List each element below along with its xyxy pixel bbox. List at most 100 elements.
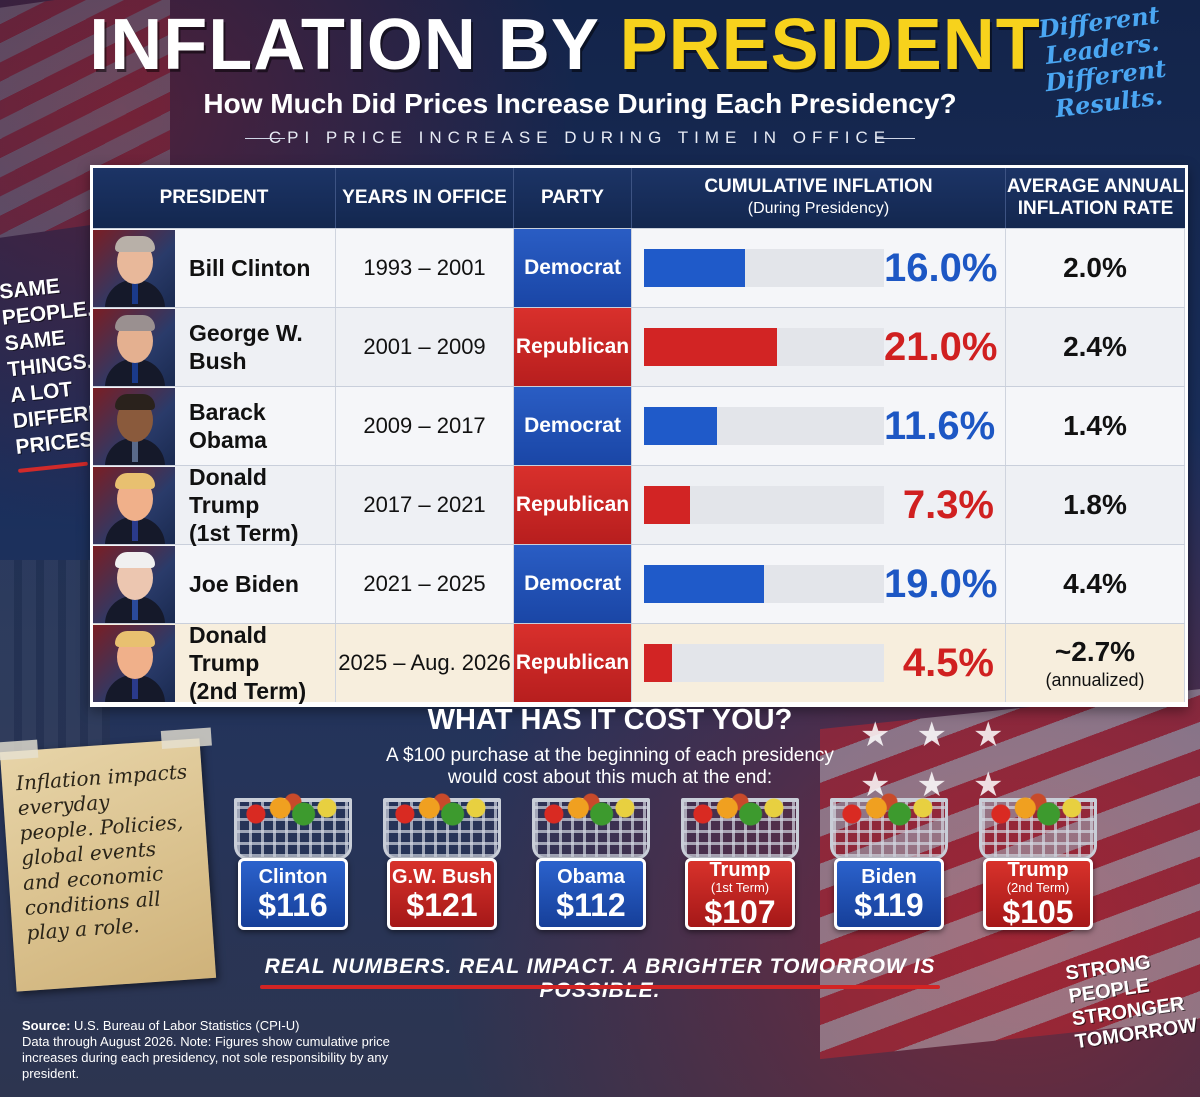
average-subnote: (annualized)	[1045, 669, 1145, 690]
president-portrait	[93, 466, 175, 544]
inflation-value-label: 11.6%	[884, 403, 996, 448]
tagline: CPI PRICE INCREASE DURING TIME IN OFFICE	[245, 128, 915, 148]
president-name-line1: Bill Clinton	[189, 255, 311, 281]
average-cell: 1.8%	[1006, 466, 1185, 544]
cost-badge-value: $112	[556, 887, 626, 923]
header-average: AVERAGE ANNUAL INFLATION RATE	[1006, 168, 1185, 228]
title-part1: INFLATION BY	[89, 5, 620, 85]
slogan: REAL NUMBERS. REAL IMPACT. A BRIGHTER TO…	[264, 955, 936, 1002]
table-row: Joe Biden 2021 – 2025 Democrat 19.0% 4.4…	[93, 544, 1185, 623]
average-value: 4.4%	[1063, 568, 1127, 599]
inflation-cell: 19.0%	[632, 545, 1006, 623]
president-cell: Donald Trump (1st Term)	[93, 463, 336, 547]
president-cell: Bill Clinton	[93, 229, 336, 307]
table-row: Barack Obama 2009 – 2017 Democrat 11.6% …	[93, 386, 1185, 465]
header-cumulative: CUMULATIVE INFLATION (During Presidency)	[632, 168, 1006, 228]
paper-note-text: Inflation impacts everyday people. Polic…	[15, 759, 188, 945]
groceries-icon	[836, 790, 942, 830]
inflation-value-label: 4.5%	[902, 640, 994, 685]
president-name: George W. Bush	[189, 319, 335, 375]
inflation-bar	[644, 486, 690, 524]
cost-badge: Trump (2nd Term) $105	[983, 858, 1093, 930]
cost-badge-term: (2nd Term)	[1006, 880, 1070, 895]
average-value: ~2.7%	[1054, 635, 1136, 667]
cost-badge-name: Clinton	[258, 866, 328, 888]
cost-cart: G.W. Bush $121	[377, 790, 507, 940]
president-name-line1: Joe Biden	[189, 571, 299, 597]
cost-badge: Trump (1st Term) $107	[685, 858, 795, 930]
table-body: Bill Clinton 1993 – 2001 Democrat 16.0% …	[93, 228, 1185, 705]
president-cell: Barack Obama	[93, 387, 336, 465]
inflation-bar	[644, 328, 777, 366]
header-cumulative-sublabel: (During Presidency)	[747, 200, 890, 217]
cost-badge-value: $105	[1002, 894, 1074, 930]
president-portrait	[93, 545, 175, 623]
inflation-value-label: 16.0%	[884, 245, 998, 290]
cost-badge-value: $121	[406, 887, 478, 923]
tape-right	[160, 727, 212, 749]
cost-badge-name: G.W. Bush	[392, 866, 492, 888]
title-highlight: PRESIDENT	[619, 5, 1041, 85]
average-cell: 1.4%	[1006, 387, 1185, 465]
president-cell: George W. Bush	[93, 308, 336, 386]
portrait-tie	[132, 676, 138, 699]
inflation-value-label: 21.0%	[884, 324, 998, 369]
years-cell: 2017 – 2021	[336, 466, 514, 544]
header-years: YEARS IN OFFICE	[336, 168, 514, 228]
party-cell: Democrat	[514, 387, 632, 465]
years-cell: 2025 – Aug. 2026	[336, 624, 514, 702]
slogan-underline	[260, 985, 940, 989]
cost-cart: Obama $112	[526, 790, 656, 940]
president-name-line2: (1st Term)	[189, 520, 299, 546]
source-disclaimer: Data through August 2026. Note: Figures …	[22, 1034, 390, 1081]
inflation-bar-track	[644, 328, 884, 366]
cost-description: A $100 purchase at the beginning of each…	[340, 745, 880, 789]
table-row: Donald Trump (1st Term) 2017 – 2021 Repu…	[93, 463, 1185, 547]
cost-description-line1: A $100 purchase at the beginning of each…	[386, 745, 834, 766]
cost-badge-value: $119	[854, 887, 924, 923]
inflation-cell: 11.6%	[632, 387, 1006, 465]
years-cell: 2021 – 2025	[336, 545, 514, 623]
average-cell: 2.4%	[1006, 308, 1185, 386]
years-cell: 1993 – 2001	[336, 229, 514, 307]
average-cell: ~2.7% (annualized)	[1006, 624, 1185, 702]
president-name: Joe Biden	[189, 570, 299, 598]
portrait-tie	[132, 439, 138, 462]
president-name: Bill Clinton	[189, 254, 310, 282]
inflation-cell: 21.0%	[632, 308, 1006, 386]
average-value: 1.8%	[1063, 489, 1127, 520]
portrait-hair	[115, 472, 155, 489]
years-cell: 2009 – 2017	[336, 387, 514, 465]
header-years-label: YEARS IN OFFICE	[342, 187, 507, 208]
cost-cart: Trump (1st Term) $107	[675, 790, 805, 940]
cost-badge: Clinton $116	[238, 858, 348, 930]
portrait-hair	[115, 393, 155, 410]
groceries-icon	[985, 790, 1091, 830]
president-name: Donald Trump (1st Term)	[189, 463, 335, 547]
inflation-bar-track	[644, 249, 884, 287]
portrait-tie	[132, 281, 138, 304]
page-subtitle: How Much Did Prices Increase During Each…	[203, 88, 957, 119]
president-name: Donald Trump (2nd Term)	[189, 621, 335, 705]
president-name-line1: Barack Obama	[189, 399, 267, 453]
portrait-hair	[115, 235, 155, 252]
header-president: PRESIDENT	[93, 168, 336, 228]
table-header: PRESIDENT YEARS IN OFFICE PARTY CUMULATI…	[93, 168, 1185, 228]
cost-title: WHAT HAS IT COST YOU?	[427, 704, 793, 736]
header-average-line2: INFLATION RATE	[1017, 198, 1174, 219]
cost-carts: Clinton $116 G.W. Bush $121 Obama $112 T…	[228, 790, 1128, 940]
portrait-hair	[115, 630, 155, 647]
cost-badge-value: $116	[258, 887, 328, 923]
cost-badge: G.W. Bush $121	[387, 858, 497, 930]
portrait-tie	[132, 597, 138, 620]
average-value: 2.4%	[1063, 331, 1127, 362]
president-portrait	[93, 387, 175, 465]
cost-badge-name: Trump	[1007, 859, 1069, 881]
inflation-bar-track	[644, 644, 884, 682]
side-note-underline	[17, 461, 88, 473]
table-row: Donald Trump (2nd Term) 2025 – Aug. 2026…	[93, 621, 1185, 705]
cost-cart: Trump (2nd Term) $105	[973, 790, 1103, 940]
inflation-cell: 4.5%	[632, 624, 1006, 702]
groceries-icon	[687, 790, 793, 830]
